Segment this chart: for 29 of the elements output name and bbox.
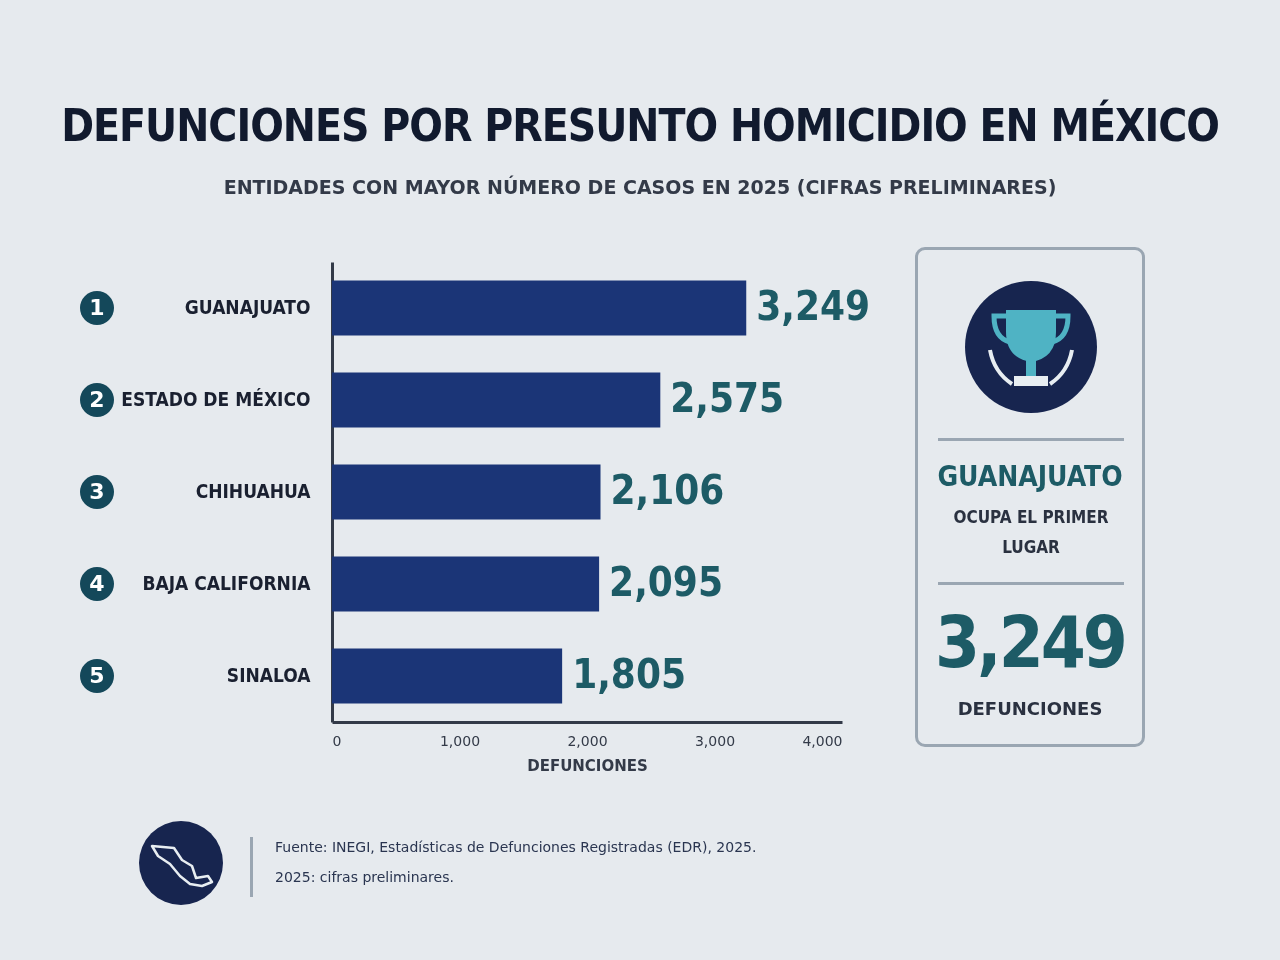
- chart-title: DEFUNCIONES POR PRESUNTO HOMICIDIO EN MÉXICO: [60, 100, 1220, 151]
- y-tick-label: SINALOA: [226, 664, 312, 686]
- x-tick-label: 0: [332, 732, 342, 749]
- y-tick-label: BAJA CALIFORNIA: [142, 572, 312, 594]
- text: 2025: cifras preliminares.: [275, 869, 454, 885]
- x-tick-label: 3,000: [694, 732, 736, 749]
- text: 5: [80, 659, 114, 693]
- text: 1: [80, 291, 114, 325]
- text: 2: [80, 383, 114, 417]
- x-tick-label: 1,000: [439, 732, 481, 749]
- data-label: 1,805: [572, 651, 686, 697]
- y-tick-label: CHIHUAHUA: [195, 480, 312, 502]
- chart-subtitle: ENTIDADES CON MAYOR NÚMERO DE CASOS EN 2025 (CIFRAS PRELIMINARES): [222, 176, 1058, 198]
- source-note: Fuente: INEGI, Estadísticas de Defunciones Registradas (EDR), 2025.: [275, 839, 757, 855]
- y-tick-label: ESTADO DE MÉXICO: [121, 388, 311, 410]
- data-label: 2,575: [670, 375, 785, 421]
- text: 3,249: [934, 600, 1126, 684]
- y-tick-label: GUANAJUATO: [184, 296, 311, 318]
- x-axis-title: DEFUNCIONES: [527, 756, 648, 775]
- text: 3: [80, 475, 114, 509]
- text: DEFUNCIONES: [956, 698, 1104, 719]
- data-label: 2,095: [609, 559, 723, 605]
- data-label: 3,249: [756, 283, 871, 329]
- text: OCUPA EL PRIMER LUGAR: [952, 506, 1110, 559]
- x-tick-label: 4,000: [802, 732, 843, 749]
- text: 4: [80, 567, 114, 601]
- text: GUANAJUATO: [936, 460, 1124, 493]
- data-label: 2,106: [610, 467, 725, 513]
- x-tick-label: 2,000: [567, 732, 608, 749]
